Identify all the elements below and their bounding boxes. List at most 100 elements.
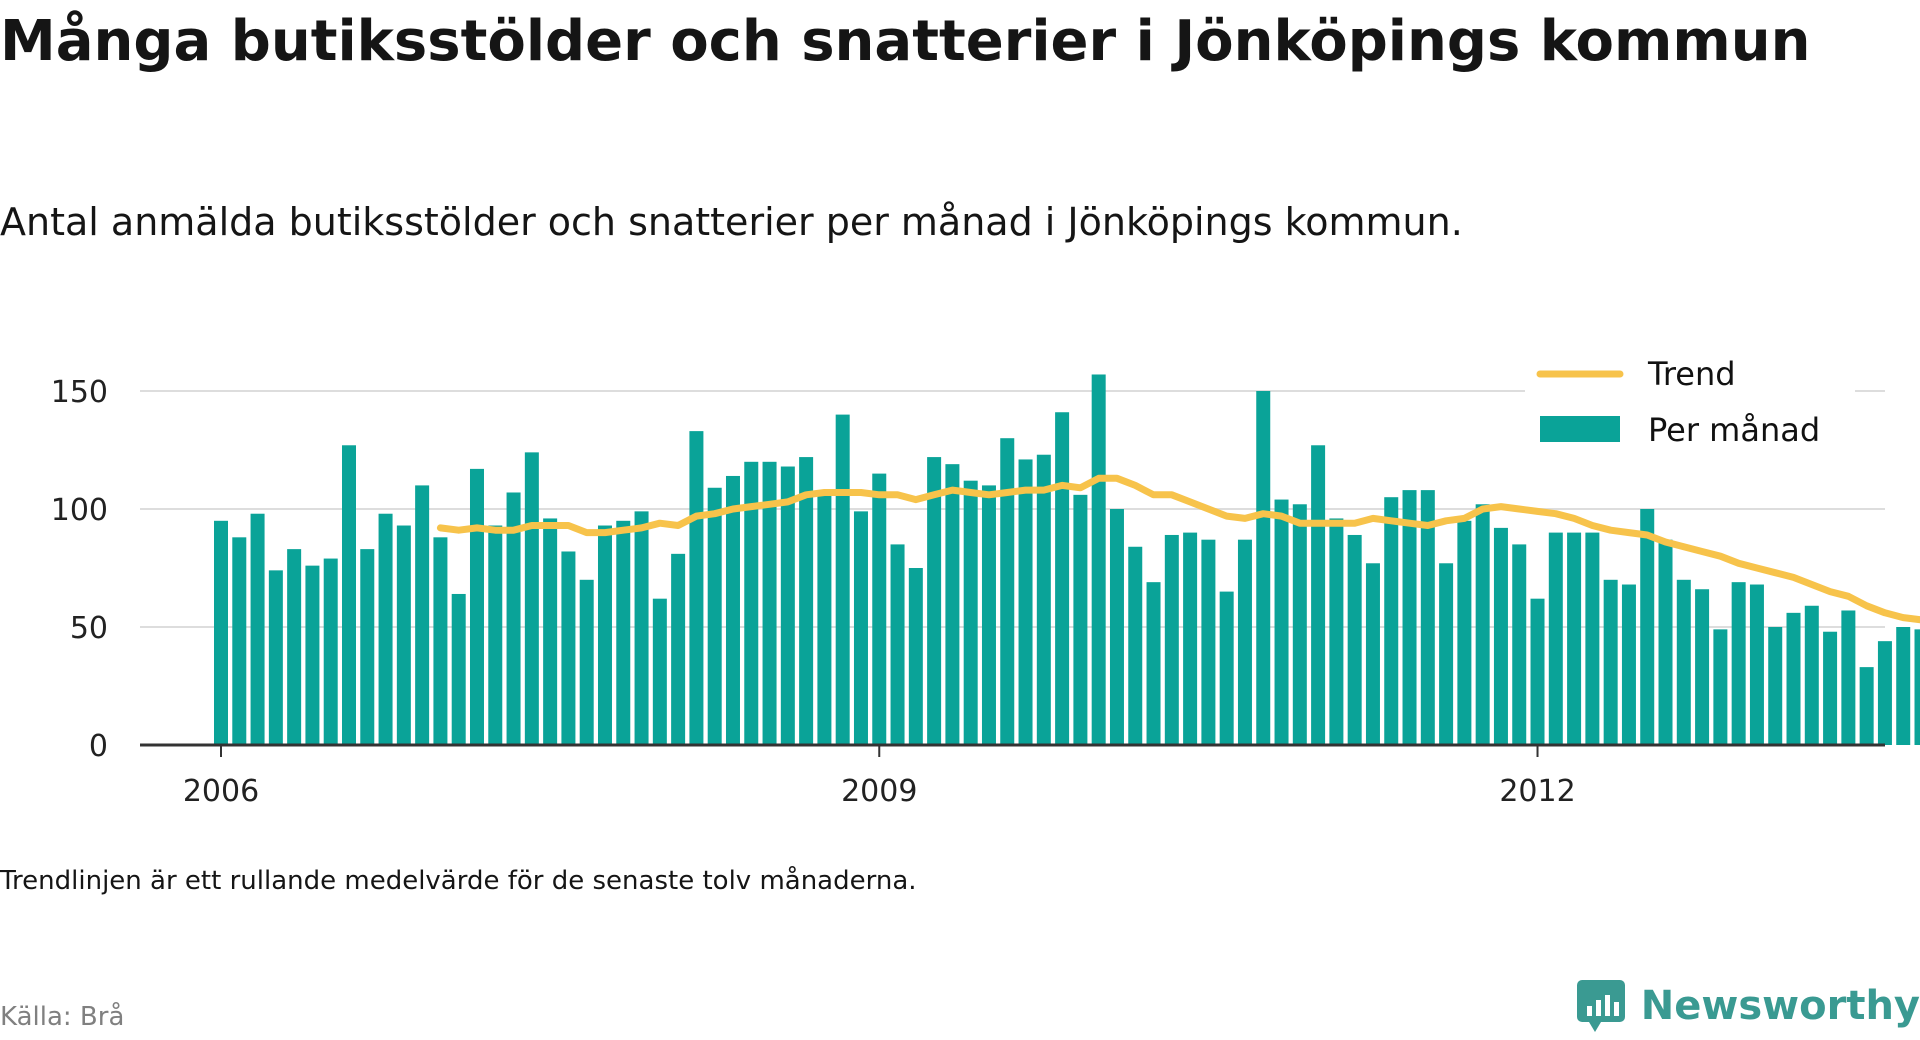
bar xyxy=(268,570,283,745)
bar xyxy=(506,492,521,745)
bar xyxy=(1036,454,1051,745)
axes: 0501001502006200920122015201820212023 xyxy=(51,375,1885,809)
bar xyxy=(1493,527,1508,745)
bar xyxy=(1128,546,1143,745)
bar xyxy=(1914,629,1920,745)
bar xyxy=(1109,509,1124,745)
bar xyxy=(1695,589,1710,745)
bar xyxy=(1073,494,1088,745)
bar xyxy=(1768,627,1783,745)
bar xyxy=(853,511,868,745)
bar xyxy=(1676,579,1691,745)
bar xyxy=(415,485,430,745)
bar xyxy=(1585,532,1600,745)
y-tick-label: 150 xyxy=(51,375,108,410)
brand-name: Newsworthy xyxy=(1640,983,1920,1029)
source-text: Källa: Brå xyxy=(0,1002,125,1032)
bar xyxy=(250,513,265,745)
bar xyxy=(744,461,759,745)
bar xyxy=(214,520,228,745)
chart-title: Många butiksstölder och snatterier i Jön… xyxy=(0,9,1811,74)
bar xyxy=(1603,579,1618,745)
bar xyxy=(1018,459,1033,745)
bar xyxy=(634,511,649,745)
bar xyxy=(890,544,905,745)
legend-trend-label: Trend xyxy=(1647,355,1736,393)
bar xyxy=(762,461,777,745)
bar xyxy=(872,473,887,745)
bar xyxy=(1749,584,1764,745)
bar xyxy=(1091,374,1106,745)
bar xyxy=(689,431,704,745)
bar xyxy=(1402,490,1417,745)
bar xyxy=(1201,539,1216,745)
trend-series xyxy=(436,474,1920,624)
x-tick-label: 2012 xyxy=(1499,774,1575,809)
bar xyxy=(671,553,686,745)
bar xyxy=(616,520,631,745)
bar xyxy=(1347,534,1362,745)
bar xyxy=(305,565,320,745)
bar xyxy=(1146,582,1161,745)
bar xyxy=(597,525,612,745)
legend: Trend Per månad xyxy=(1525,340,1855,449)
bar xyxy=(451,593,466,745)
bar xyxy=(1329,518,1344,745)
trend-line xyxy=(436,474,1920,624)
bar xyxy=(1256,391,1271,745)
bar xyxy=(1530,598,1545,745)
x-tick-label: 2006 xyxy=(183,774,259,809)
bar xyxy=(1896,627,1911,745)
bar xyxy=(835,414,850,745)
bar xyxy=(1475,504,1490,745)
bar xyxy=(488,525,503,745)
bar xyxy=(1877,641,1892,745)
bar xyxy=(1000,438,1015,745)
brand-logo[interactable]: Newsworthy xyxy=(1575,978,1920,1034)
bar xyxy=(396,525,411,745)
bar xyxy=(1384,497,1399,745)
bar xyxy=(652,598,667,745)
bar xyxy=(1804,605,1819,745)
bar xyxy=(543,518,558,745)
bar xyxy=(524,452,539,745)
bar xyxy=(1292,504,1307,745)
bar xyxy=(1731,582,1746,745)
bar xyxy=(1055,412,1070,745)
bar xyxy=(469,468,484,745)
y-tick-label: 50 xyxy=(70,611,108,646)
bar xyxy=(1823,631,1838,745)
chart-subtitle: Antal anmälda butiksstölder och snatteri… xyxy=(0,200,1463,244)
bar xyxy=(1311,445,1326,745)
newsworthy-logo-icon xyxy=(1576,980,1625,1032)
bar xyxy=(780,466,795,745)
bar xyxy=(799,457,814,745)
bar xyxy=(908,568,923,745)
bar xyxy=(1219,591,1234,745)
y-tick-label: 0 xyxy=(89,729,108,764)
bar xyxy=(561,551,576,745)
footnote: Trendlinjen är ett rullande medelvärde f… xyxy=(0,866,917,896)
bar xyxy=(1164,534,1179,745)
bars-series-per-manad xyxy=(214,374,1920,745)
bar xyxy=(287,549,302,745)
bar xyxy=(1183,532,1198,745)
bar xyxy=(1365,563,1380,745)
bar xyxy=(963,480,978,745)
bar xyxy=(707,487,722,745)
y-tick-label: 100 xyxy=(51,493,108,528)
bar xyxy=(1841,610,1856,745)
bar xyxy=(360,549,375,745)
legend-bars-swatch xyxy=(1540,416,1620,442)
bar xyxy=(1439,563,1454,745)
bar xyxy=(1567,532,1582,745)
bar xyxy=(232,537,247,745)
bar xyxy=(1548,532,1563,745)
bar xyxy=(927,457,942,745)
legend-bars-label: Per månad xyxy=(1648,411,1820,449)
bar xyxy=(341,445,356,745)
bar xyxy=(1786,612,1801,745)
bar xyxy=(981,485,996,745)
bar xyxy=(817,490,832,745)
chart-area: 0501001502006200920122015201820212023 Tr… xyxy=(51,340,1920,809)
